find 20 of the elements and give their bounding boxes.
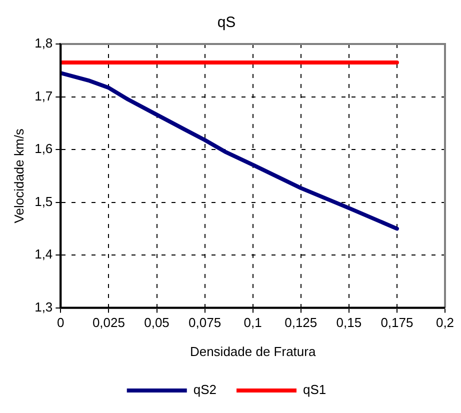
y-tick-label: 1,5 xyxy=(34,194,53,209)
y-tick-label: 1,4 xyxy=(34,246,53,262)
x-tick-label: 0,025 xyxy=(92,315,125,330)
y-tick-label: 1,3 xyxy=(34,299,53,314)
y-tick-label: 1,6 xyxy=(34,141,53,156)
legend-label: qS1 xyxy=(303,382,326,398)
y-axis-title: Velocidade km/s xyxy=(11,128,26,224)
x-tick-label: 0,125 xyxy=(284,315,318,330)
x-tick-label: 0,2 xyxy=(436,315,454,330)
x-axis-title: Densidade de Fratura xyxy=(190,344,316,359)
x-tick-label: 0,1 xyxy=(244,315,262,330)
legend-label: qS2 xyxy=(193,382,217,398)
y-tick-label: 1,7 xyxy=(34,88,53,104)
chart-title: qS xyxy=(217,14,236,32)
x-tick-label: 0,075 xyxy=(188,315,222,330)
x-tick-label: 0,15 xyxy=(336,315,362,330)
x-tick-label: 0,175 xyxy=(380,315,414,330)
x-tick-label: 0 xyxy=(57,315,64,330)
x-tick-label: 0,05 xyxy=(144,315,170,330)
y-tick-label: 1,8 xyxy=(34,36,53,51)
